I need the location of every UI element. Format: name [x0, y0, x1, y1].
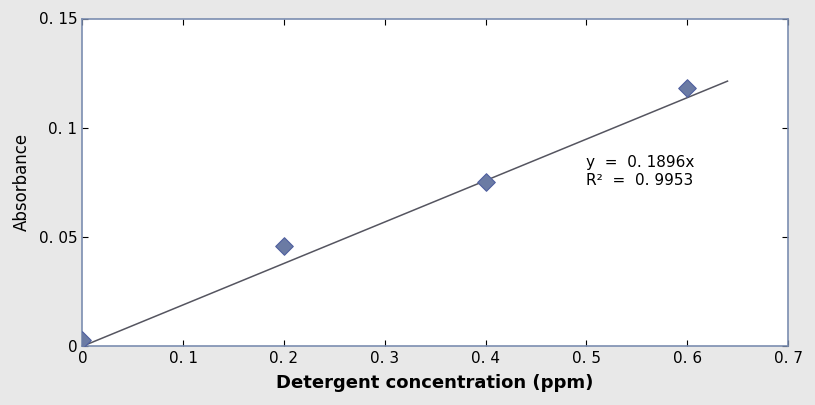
Text: y  =  0. 1896x
R²  =  0. 9953: y = 0. 1896x R² = 0. 9953 — [586, 155, 694, 188]
Point — [681, 85, 694, 92]
Y-axis label: Absorbance: Absorbance — [12, 133, 30, 232]
Point — [479, 179, 492, 185]
X-axis label: Detergent concentration (ppm): Detergent concentration (ppm) — [276, 375, 594, 392]
Point — [76, 337, 89, 343]
Point — [277, 243, 290, 249]
